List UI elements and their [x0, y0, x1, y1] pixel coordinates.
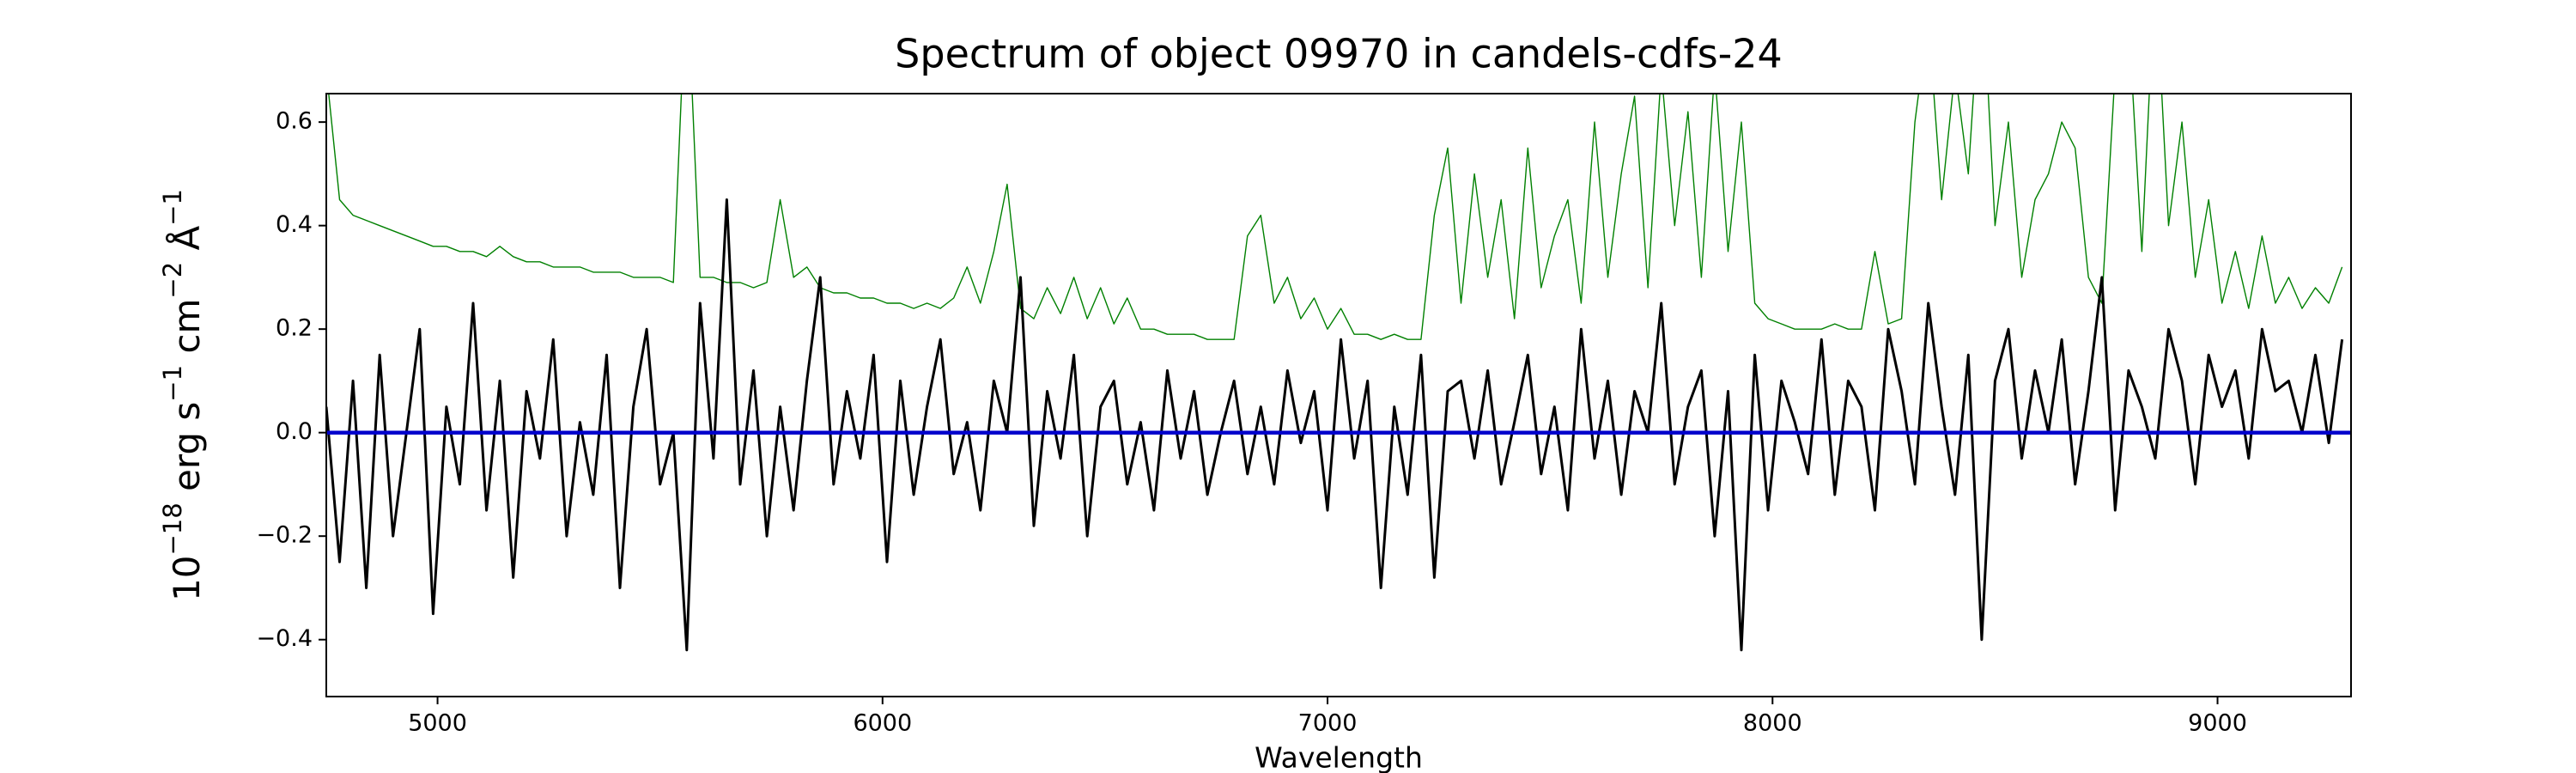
plot-frame: [325, 93, 2352, 697]
x-axis-label: Wavelength: [1255, 741, 1423, 773]
y-axis-label-part: −1: [158, 365, 187, 402]
y-tick-label: −0.4: [256, 625, 313, 652]
x-tick-label: 7000: [1298, 710, 1358, 737]
spectrum-line: [326, 198, 2344, 652]
x-tick-label: 8000: [1743, 710, 1802, 737]
x-tick-label: 9000: [2188, 710, 2247, 737]
y-axis-label-part: erg s: [166, 402, 208, 503]
y-axis-label-part: −18: [158, 502, 187, 555]
y-axis-label-part: cm: [166, 299, 208, 365]
x-tick-label: 6000: [853, 710, 912, 737]
chart-title: Spectrum of object 09970 in candels-cdfs…: [895, 31, 1783, 77]
y-tick-label: −0.2: [256, 522, 313, 549]
y-tick-label: 0.6: [276, 108, 313, 135]
y-axis-label-part: Å: [165, 226, 208, 262]
y-tick-label: 0.0: [276, 418, 313, 445]
spectrum-line: [328, 94, 2343, 340]
y-axis-label-part: 10: [166, 556, 208, 601]
x-tick-label: 5000: [408, 710, 467, 737]
y-tick-label: 0.2: [276, 315, 313, 342]
y-axis-label-part: −2: [158, 262, 187, 299]
y-axis-label: 10−18 erg s−1 cm−2 Å−1: [158, 189, 208, 601]
plot-area: [326, 94, 2351, 652]
y-axis-label-part: −1: [158, 189, 187, 226]
y-tick-label: 0.4: [276, 211, 313, 238]
